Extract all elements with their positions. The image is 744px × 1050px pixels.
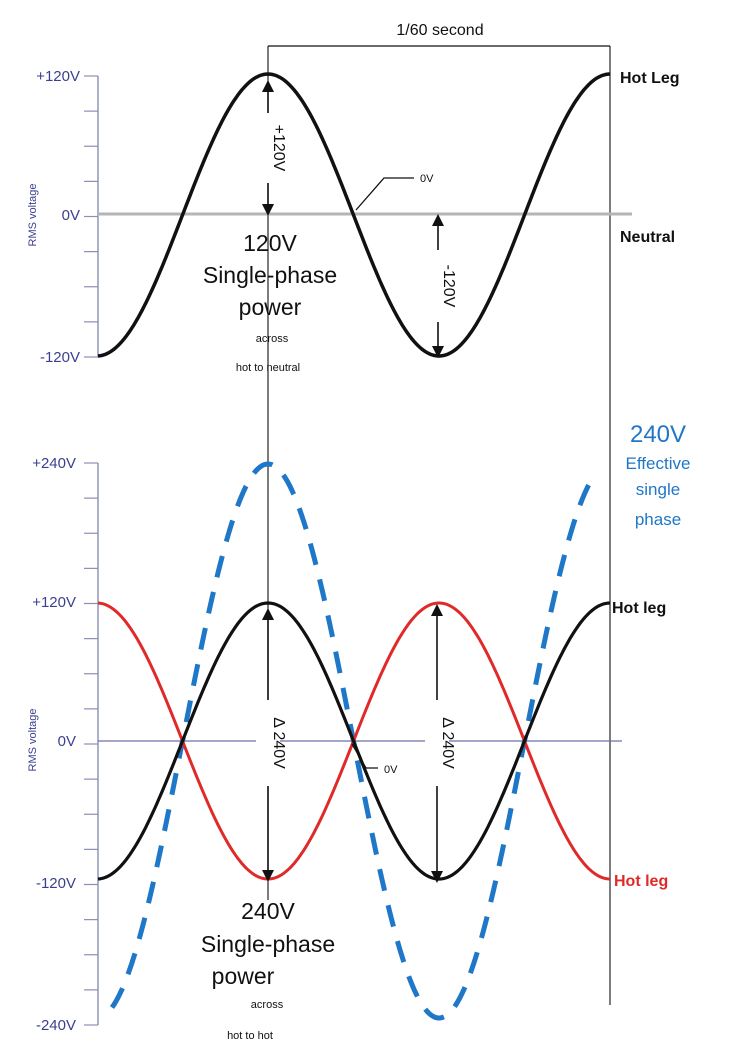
bottom-ytick-label-zero: 0V <box>58 733 76 750</box>
top-ytick-label-zero: 0V <box>62 207 80 224</box>
bottom-zero-callout-label: 0V <box>384 764 398 776</box>
top-y-ticks <box>84 75 98 358</box>
effective-line3: phase <box>635 510 681 529</box>
top-zero-callout <box>355 177 414 211</box>
bottom-ytick-label-neg120: -120V <box>36 875 76 892</box>
bottom-caption-across: across <box>251 999 284 1011</box>
top-ytick-label-neg120: -120V <box>40 349 80 366</box>
top-hot-leg-curve <box>97 72 611 358</box>
bottom-ytick-label-neg240: -240V <box>36 1017 76 1034</box>
top-arrow-negative-label: -120V <box>440 265 457 308</box>
delta-label-1: Δ 240V <box>270 717 287 769</box>
bottom-rms-axis-label: RMS voltage <box>27 709 39 772</box>
top-ytick-label-pos120: +120V <box>36 68 80 85</box>
delta-label-2: Δ 240V <box>439 717 456 769</box>
effective-line2: single <box>636 480 680 499</box>
bottom-title-volts: 240V <box>241 898 295 924</box>
bottom-caption-hot-to-hot: hot to hot <box>227 1030 273 1042</box>
bottom-y-ticks <box>84 462 98 1026</box>
top-title-line2: Single-phase <box>203 262 337 288</box>
bottom-ytick-label-pos120: +120V <box>32 594 76 611</box>
bottom-hot-leg-black-curve <box>97 601 611 881</box>
legend-bottom-hot-leg-black: Hot leg <box>612 600 666 617</box>
top-caption-hot-to-neutral: hot to neutral <box>236 362 300 374</box>
bottom-panel: RMS voltage +240V +120V 0V -120V -240V Δ… <box>27 421 690 1042</box>
top-title-line3: power <box>239 294 302 320</box>
period-bracket: 1/60 second <box>267 22 611 1005</box>
bottom-ytick-label-pos240: +240V <box>32 455 76 472</box>
top-arrow-positive-label: +120V <box>270 125 287 172</box>
top-caption-across: across <box>256 333 289 345</box>
bottom-title-line2: Single-phase <box>201 931 335 957</box>
top-title-volts: 120V <box>243 230 297 256</box>
legend-neutral: Neutral <box>620 229 675 246</box>
effective-line1: Effective <box>626 454 691 473</box>
effective-volts-label: 240V <box>630 421 686 448</box>
top-panel: RMS voltage +120V 0V -120V +120V -120V 0… <box>27 68 680 374</box>
top-rms-axis-label: RMS voltage <box>27 184 39 247</box>
period-label: 1/60 second <box>396 22 483 39</box>
legend-top-hot-leg: Hot Leg <box>620 70 680 87</box>
legend-bottom-hot-leg-red: Hot leg <box>614 873 668 890</box>
top-zero-callout-label: 0V <box>420 173 434 185</box>
bottom-zero-callout <box>351 743 378 769</box>
bottom-title-line3: power <box>212 963 275 989</box>
